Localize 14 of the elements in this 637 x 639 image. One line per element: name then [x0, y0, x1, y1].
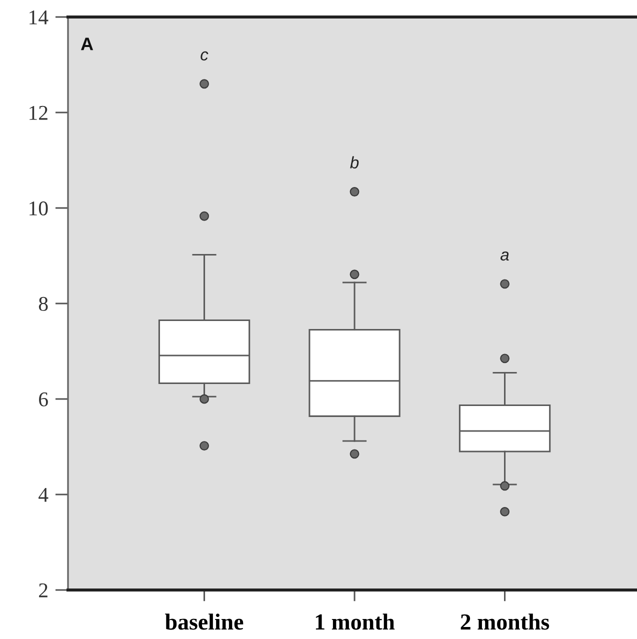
x-tick-label: 1 month	[316, 614, 395, 630]
y-tick-label: 2	[39, 583, 48, 598]
annotation: a	[500, 251, 509, 261]
x-tick-label: baseline	[165, 614, 244, 630]
y-tick-label: 10	[30, 201, 48, 216]
annotation: A	[80, 38, 94, 50]
y-tick-label: 6	[39, 392, 48, 406]
y-tick-label: 8	[38, 296, 48, 311]
annotation: c	[200, 51, 208, 61]
x-tick-label: 2 months	[460, 614, 550, 630]
y-tick-label: 12	[30, 106, 48, 120]
y-tick-label: 14	[30, 10, 48, 24]
annotation: b	[350, 156, 359, 168]
y-tick-label: 4	[38, 488, 48, 502]
